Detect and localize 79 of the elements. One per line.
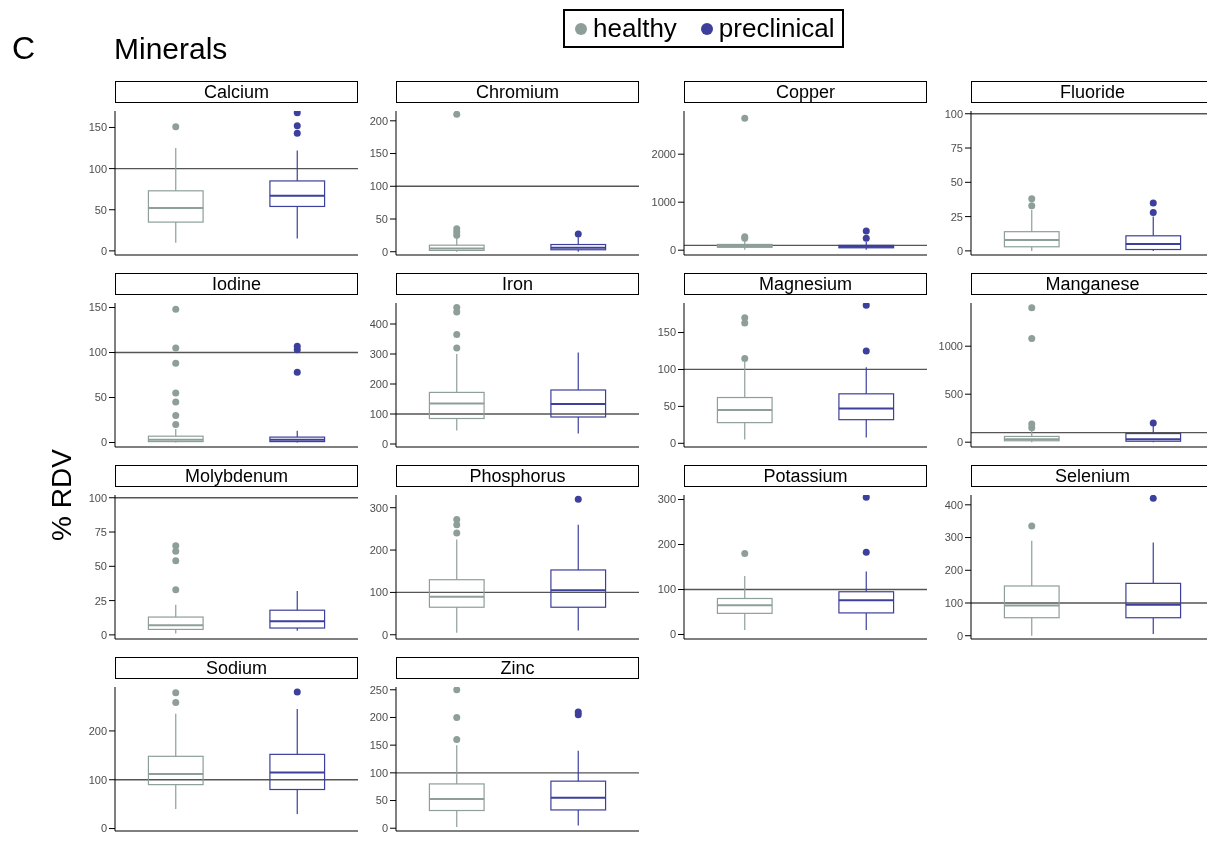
y-tick-label: 200 [88,724,107,737]
y-tick-label: 0 [381,245,388,258]
y-tick-label: 0 [100,628,107,641]
y-tick-label: 200 [369,377,388,390]
y-tick-label: 100 [88,346,107,359]
y-tick-label: 50 [375,794,388,807]
y-tick-label: 500 [944,388,963,401]
y-axis-title: % RDV [46,449,78,541]
y-tick-label: 100 [369,766,388,779]
chart-title: Iodine [115,273,358,295]
y-tick-label: 200 [657,538,676,551]
y-tick-label: 0 [956,436,963,449]
y-tick-label: 300 [944,531,963,544]
y-tick-label: 100 [88,491,107,504]
y-tick-label: 0 [956,629,963,642]
y-tick-label: 200 [369,543,388,556]
y-tick-label: 25 [950,210,963,223]
chart-title: Iron [396,273,639,295]
y-tick-label: 0 [381,437,388,450]
y-tick-label: 75 [94,525,107,538]
y-tick-label: 150 [369,147,388,160]
y-tick-label: 50 [94,391,107,404]
y-tick-label: 0 [669,628,676,641]
y-tick-label: 100 [88,773,107,786]
y-tick-label: 100 [944,107,963,120]
y-tick-label: 300 [657,493,676,506]
y-tick-label: 100 [944,596,963,609]
y-tick-label: 100 [657,363,676,376]
chart-title: Phosphorus [396,465,639,487]
y-tick-label: 0 [381,822,388,835]
y-tick-label: 0 [381,628,388,641]
y-tick-label: 100 [369,586,388,599]
y-tick-label: 200 [369,711,388,724]
y-tick-label: 0 [669,244,676,257]
y-tick-label: 50 [375,212,388,225]
y-tick-label: 100 [88,162,107,175]
chart-title: Molybdenum [115,465,358,487]
y-tick-label: 150 [657,326,676,339]
chart-title: Magnesium [684,273,927,295]
text: Minerals [114,32,228,66]
y-tick-label: 0 [100,436,107,449]
y-tick-label: 100 [369,407,388,420]
y-tick-label: 1000 [938,340,963,353]
y-tick-label: 0 [669,437,676,450]
chart-title: Chromium [396,81,639,103]
chart-title: Fluoride [971,81,1207,103]
y-tick-label: 0 [956,244,963,257]
y-tick-label: 1000 [651,196,676,209]
chart-title: Potassium [684,465,927,487]
y-tick-label: 400 [369,317,388,330]
y-tick-label: 0 [100,822,107,835]
y-tick-label: 25 [94,594,107,607]
y-tick-label: 50 [950,176,963,189]
chart-title: Zinc [396,657,639,679]
y-tick-label: 0 [100,244,107,257]
y-tick-label: 50 [94,560,107,573]
y-tick-label: 100 [369,180,388,193]
y-tick-label: 300 [369,347,388,360]
y-tick-label: 300 [369,501,388,514]
chart-title: Copper [684,81,927,103]
chart-title: Selenium [971,465,1207,487]
y-tick-label: 200 [944,564,963,577]
y-tick-label: 250 [369,683,388,696]
y-tick-label: 50 [94,203,107,216]
y-tick-label: 150 [88,121,107,134]
chart-title: Manganese [971,273,1207,295]
y-tick-label: 75 [950,141,963,154]
y-tick-label: 100 [657,583,676,596]
legend-label: preclinical [718,13,835,44]
text: C [12,30,36,67]
legend-label: healthy [593,13,677,44]
chart-title: Sodium [115,657,358,679]
chart-title: Calcium [115,81,358,103]
y-tick-label: 150 [369,739,388,752]
y-tick-label: 2000 [651,148,676,161]
y-tick-label: 150 [88,301,107,314]
y-tick-label: 50 [663,400,676,413]
y-tick-label: 400 [944,498,963,511]
y-tick-label: 200 [369,114,388,127]
